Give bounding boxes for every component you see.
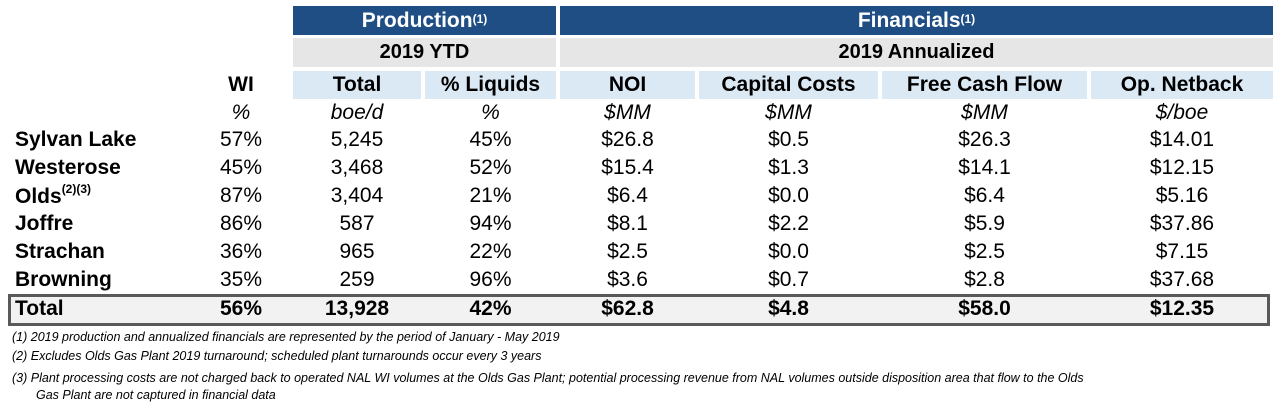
col-header-op-netback-label: Op. Netback — [1120, 73, 1244, 96]
cell-strachan-capital-costs: $0.0 — [768, 240, 809, 263]
cell-browning-liquids: 96% — [469, 268, 512, 291]
financials-label: Financials — [857, 8, 961, 32]
unit-total: boe/d — [330, 101, 384, 124]
col-header-total-label: Total — [332, 73, 382, 96]
col-header-capital-costs-label: Capital Costs — [721, 73, 856, 96]
cell-olds-free-cash-flow: $6.4 — [964, 184, 1005, 207]
cell-olds-noi: $6.4 — [607, 184, 648, 207]
cell-olds-capital-costs: $0.0 — [768, 184, 809, 207]
row-label-text: Olds — [15, 185, 62, 208]
cell-westerose-free-cash-flow: $14.1 — [958, 156, 1011, 179]
total-liquids: 42% — [469, 297, 512, 320]
cell-joffre-op-netback: $37.86 — [1149, 212, 1215, 235]
row-label-text: Browning — [15, 268, 112, 291]
col-header-op-netback: Op. Netback — [1091, 71, 1273, 99]
row-label-westerose: Westerose — [15, 156, 121, 180]
cell-browning-free-cash-flow: $2.8 — [964, 268, 1005, 291]
cell-sylvan-lake-capital-costs: $0.5 — [768, 128, 809, 151]
cell-sylvan-lake-boed: 5,245 — [330, 128, 384, 151]
cell-strachan-liquids: 22% — [469, 240, 512, 263]
cell-strachan-wi: 36% — [219, 240, 263, 263]
cell-joffre-liquids: 94% — [469, 212, 512, 235]
unit-liquids: % — [481, 101, 500, 124]
cell-westerose-op-netback: $12.15 — [1149, 156, 1215, 179]
cell-browning-wi: 35% — [219, 268, 263, 291]
cell-westerose-wi: 45% — [219, 156, 263, 179]
unit-wi: % — [231, 101, 251, 124]
financials-footnote-ref: (1) — [960, 11, 976, 26]
cell-browning-op-netback: $37.68 — [1149, 268, 1215, 291]
production-period-label: 2019 YTD — [379, 41, 470, 63]
row-label-browning: Browning — [15, 268, 112, 292]
total-row — [8, 294, 1270, 326]
cell-sylvan-lake-noi: $26.8 — [601, 128, 654, 151]
col-header-wi-label: WI — [228, 73, 254, 96]
total-capital-costs: $4.8 — [768, 297, 809, 320]
total-boed: 13,928 — [324, 297, 390, 320]
total-noi: $62.8 — [601, 297, 654, 320]
cell-joffre-wi: 86% — [219, 212, 263, 235]
row-label-strachan: Strachan — [15, 240, 105, 264]
unit-capital-costs: $MM — [765, 101, 812, 124]
cell-sylvan-lake-wi: 57% — [219, 128, 263, 151]
footnote-2: (2) Excludes Olds Gas Plant 2019 turnaro… — [12, 349, 542, 363]
row-footnote-ref: (2)(3) — [61, 182, 92, 196]
row-label-text: Joffre — [15, 212, 74, 235]
cell-strachan-noi: $2.5 — [607, 240, 648, 263]
cell-joffre-free-cash-flow: $5.9 — [964, 212, 1005, 235]
col-header-liquids-label: % Liquids — [440, 73, 541, 96]
cell-sylvan-lake-free-cash-flow: $26.3 — [958, 128, 1011, 151]
cell-westerose-liquids: 52% — [469, 156, 512, 179]
total-wi: 56% — [219, 297, 263, 320]
production-label: Production — [361, 8, 473, 32]
cell-westerose-capital-costs: $1.3 — [768, 156, 809, 179]
cell-westerose-noi: $15.4 — [601, 156, 654, 179]
row-label-sylvan-lake: Sylvan Lake — [15, 128, 136, 152]
cell-browning-capital-costs: $0.7 — [768, 268, 809, 291]
cell-sylvan-lake-op-netback: $14.01 — [1149, 128, 1215, 151]
total-op-netback: $12.35 — [1149, 297, 1215, 320]
row-label-text: Westerose — [15, 156, 121, 179]
col-header-total: Total — [293, 71, 421, 99]
financials-header: Financials (1) — [560, 6, 1273, 35]
row-label-text: Strachan — [15, 240, 105, 263]
row-label-olds: Olds(2)(3) — [15, 182, 92, 209]
cell-westerose-boed: 3,468 — [330, 156, 384, 179]
footnote-1: (1) 2019 production and annualized finan… — [12, 330, 560, 344]
cell-browning-boed: 259 — [339, 268, 375, 291]
production-period: 2019 YTD — [293, 38, 556, 67]
col-header-free-cash-flow-label: Free Cash Flow — [906, 73, 1063, 96]
cell-joffre-capital-costs: $2.2 — [768, 212, 809, 235]
cell-strachan-boed: 965 — [339, 240, 375, 263]
unit-noi: $MM — [604, 101, 651, 124]
cell-browning-noi: $3.6 — [607, 268, 648, 291]
production-footnote-ref: (1) — [472, 11, 488, 26]
unit-op-netback: $/boe — [1155, 101, 1209, 124]
col-header-noi-label: NOI — [608, 73, 647, 96]
col-header-noi: NOI — [560, 71, 695, 99]
col-header-liquids: % Liquids — [425, 71, 556, 99]
cell-olds-boed: 3,404 — [330, 184, 384, 207]
footnote-3-cont: Gas Plant are not captured in financial … — [36, 388, 276, 402]
cell-strachan-free-cash-flow: $2.5 — [964, 240, 1005, 263]
production-header: Production (1) — [293, 6, 556, 35]
total-free-cash-flow: $58.0 — [958, 297, 1011, 320]
footnote-3: (3) Plant processing costs are not charg… — [12, 371, 1084, 385]
cell-olds-liquids: 21% — [469, 184, 512, 207]
financials-period: 2019 Annualized — [560, 38, 1273, 67]
cell-sylvan-lake-liquids: 45% — [469, 128, 512, 151]
financials-period-label: 2019 Annualized — [838, 41, 995, 63]
row-label-text: Sylvan Lake — [15, 128, 137, 151]
col-header-free-cash-flow: Free Cash Flow — [882, 71, 1087, 99]
cell-strachan-op-netback: $7.15 — [1155, 240, 1209, 263]
row-label-joffre: Joffre — [15, 212, 73, 236]
cell-olds-wi: 87% — [219, 184, 263, 207]
col-header-wi: WI — [196, 71, 286, 99]
cell-olds-op-netback: $5.16 — [1155, 184, 1209, 207]
total-label: Total — [15, 297, 64, 320]
cell-joffre-boed: 587 — [339, 212, 375, 235]
unit-free-cash-flow: $MM — [961, 101, 1008, 124]
cell-joffre-noi: $8.1 — [607, 212, 648, 235]
col-header-capital-costs: Capital Costs — [699, 71, 878, 99]
